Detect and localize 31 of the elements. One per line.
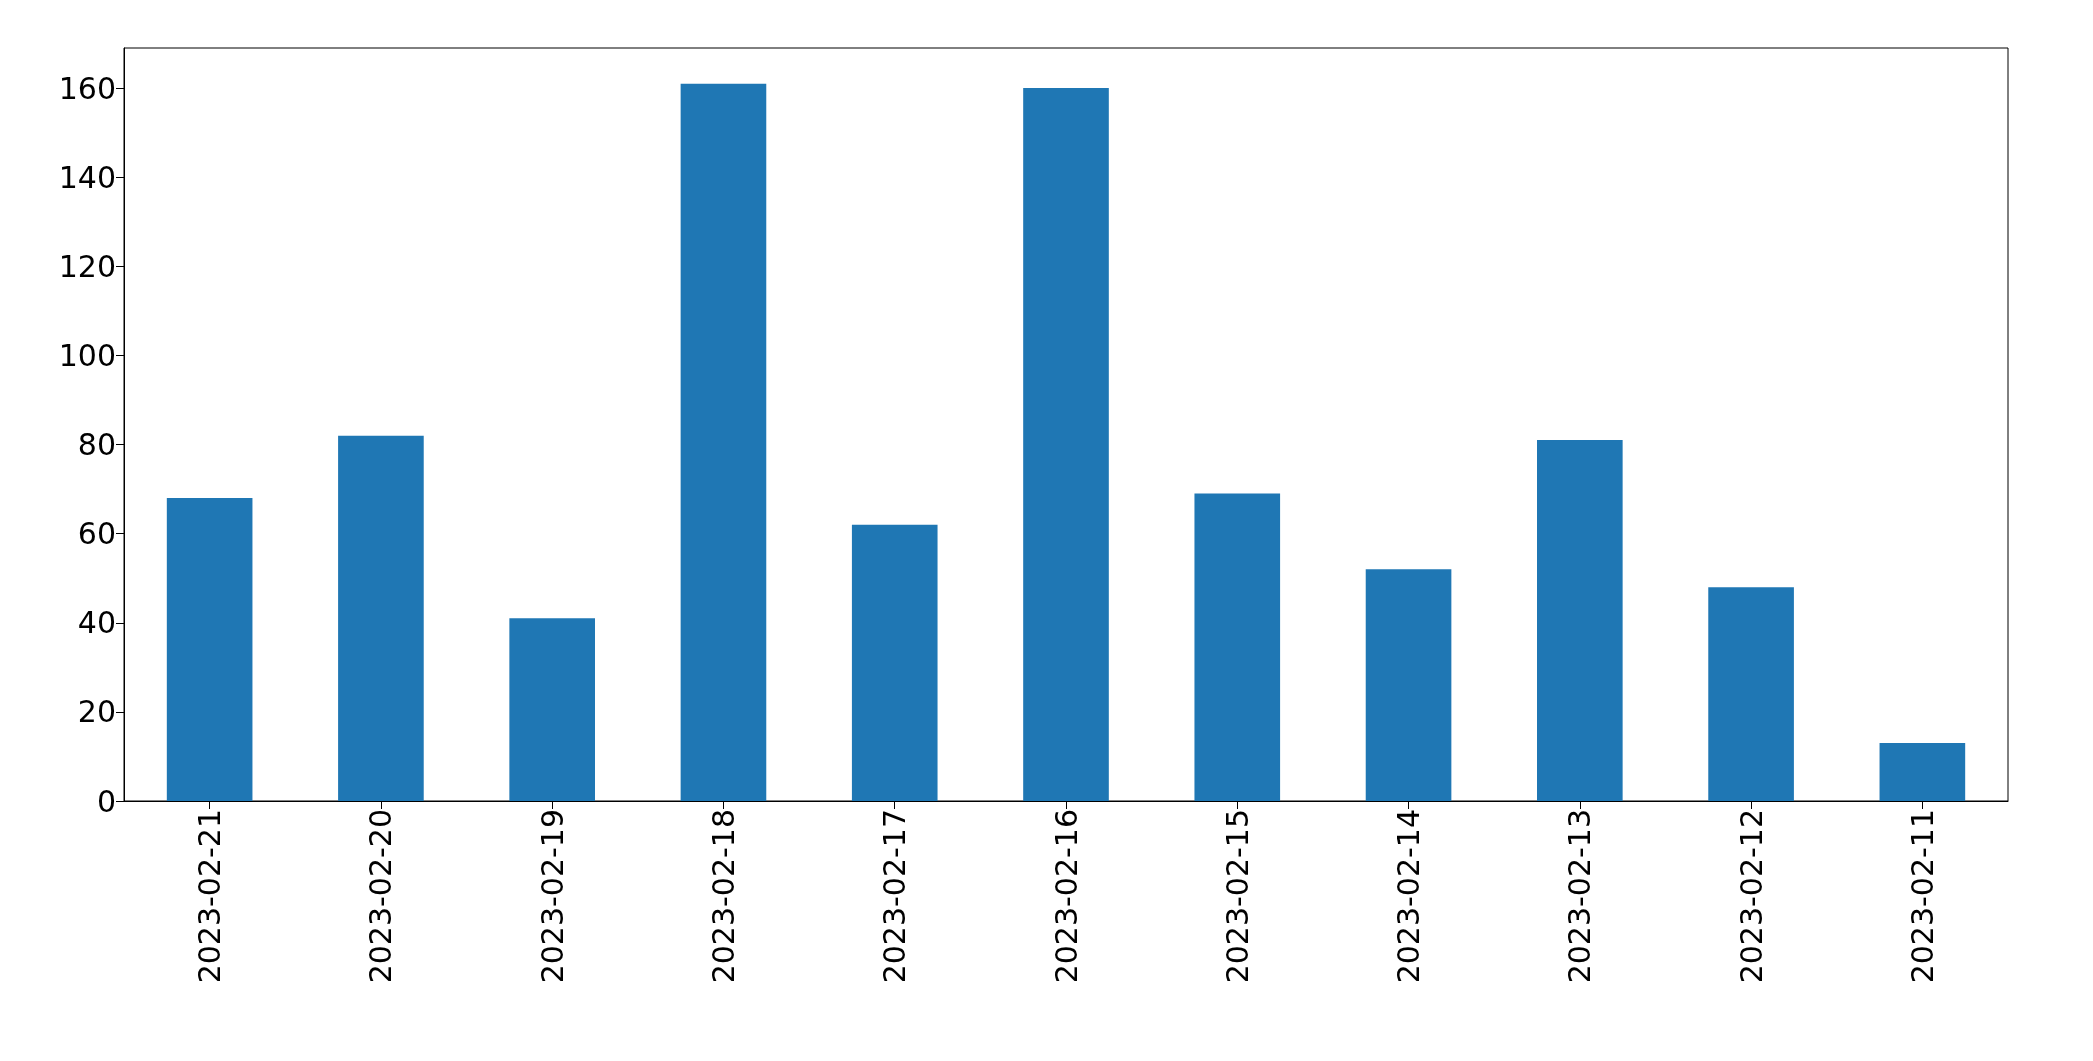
y-tick-label: 80 <box>77 427 116 463</box>
x-tick-label: 2023-02-20 <box>363 809 399 984</box>
x-tick-label: 2023-02-18 <box>705 809 741 984</box>
bar <box>166 498 253 801</box>
y-tick-label: 0 <box>96 783 116 819</box>
x-tick-label: 2023-02-11 <box>1904 809 1940 984</box>
bar <box>1708 587 1794 801</box>
x-tick-label: 2023-02-12 <box>1733 809 1769 984</box>
x-tick-label: 2023-02-17 <box>877 809 913 984</box>
y-tick-label: 40 <box>77 605 116 641</box>
y-tick-label: 60 <box>77 516 116 552</box>
x-tick-label: 2023-02-19 <box>534 809 570 984</box>
y-tick-label: 100 <box>58 337 116 373</box>
y-tick-label: 160 <box>58 70 116 106</box>
bar <box>1194 493 1281 801</box>
x-tick-label: 2023-02-14 <box>1391 809 1427 984</box>
x-tick-label: 2023-02-21 <box>192 809 228 984</box>
bar <box>1879 743 1966 801</box>
bar <box>851 524 938 801</box>
bar <box>1023 88 1109 801</box>
x-tick-label: 2023-02-15 <box>1219 809 1255 984</box>
bar <box>1365 569 1452 801</box>
y-tick-label: 120 <box>58 248 116 284</box>
bar <box>680 83 767 801</box>
y-tick-label: 140 <box>58 159 116 195</box>
bar <box>1537 440 1623 801</box>
x-tick-label: 2023-02-16 <box>1048 809 1084 984</box>
y-tick-label: 20 <box>77 694 116 730</box>
bar <box>338 435 424 801</box>
bar <box>509 618 595 801</box>
x-tick-label: 2023-02-13 <box>1562 809 1598 984</box>
